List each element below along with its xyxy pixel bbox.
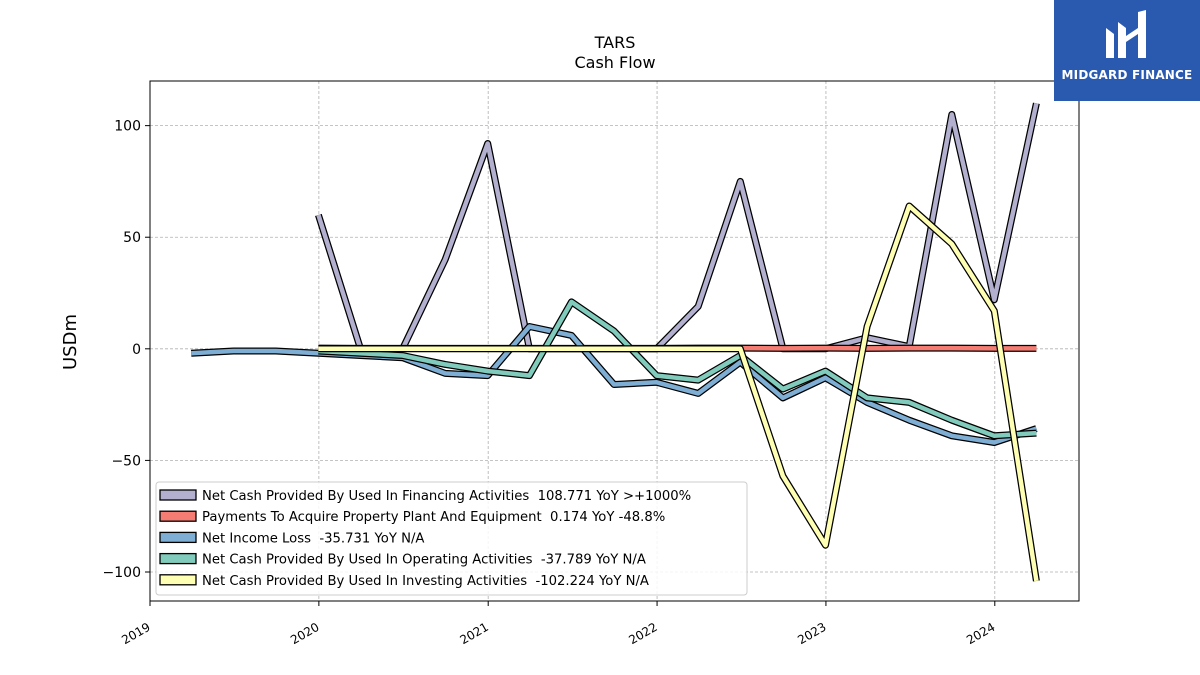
series-line-4 <box>318 298 1037 440</box>
series-stroke <box>316 102 1039 352</box>
legend-swatch <box>159 531 197 544</box>
y-axis: 100 50 0 −50 −100 <box>103 119 150 581</box>
series-line-1 <box>315 102 1040 353</box>
legend-label: Net Cash Provided By Used In Financing A… <box>202 489 691 504</box>
x-axis: 2019 2020 2021 2022 2023 2024 <box>119 601 998 647</box>
legend-label: Net Cash Provided By Used In Operating A… <box>202 553 646 568</box>
y-tick-label: 0 <box>132 342 141 358</box>
y-tick-label: 50 <box>123 230 141 246</box>
y-axis-label: USDm <box>60 314 81 370</box>
chart-title: TARS <box>594 33 636 52</box>
y-tick-label: 100 <box>114 119 141 135</box>
legend-swatch <box>159 552 197 565</box>
x-tick-label: 2021 <box>457 620 490 647</box>
x-tick-label: 2019 <box>119 620 152 647</box>
series-stroke <box>318 203 1039 582</box>
legend-label: Net Income Loss -35.731 YoY N/A <box>202 531 424 546</box>
series-line-5 <box>318 202 1040 582</box>
legend-swatch <box>159 574 197 586</box>
legend-box <box>155 481 748 596</box>
legend-swatch <box>159 489 197 501</box>
legend-swatch <box>159 510 197 522</box>
legend: Net Cash Provided By Used In Financing A… <box>155 481 748 596</box>
x-tick-label: 2024 <box>964 620 997 647</box>
y-tick-label: −100 <box>103 565 141 581</box>
legend-label: Net Cash Provided By Used In Investing A… <box>202 574 649 589</box>
x-tick-label: 2022 <box>626 620 659 647</box>
y-tick-label: −50 <box>111 453 141 469</box>
logo-text: MIDGARD FINANCE <box>1061 68 1193 82</box>
series-lines <box>191 102 1040 582</box>
plot-frame <box>149 80 1080 602</box>
chart-subtitle: Cash Flow <box>574 53 655 72</box>
x-tick-label: 2023 <box>795 620 828 647</box>
x-tick-label: 2020 <box>288 620 321 647</box>
logo-mark-icon <box>1106 10 1146 58</box>
midgard-finance-logo: MIDGARD FINANCE <box>1054 0 1200 101</box>
legend-label: Payments To Acquire Property Plant And E… <box>202 510 665 525</box>
series-stroke <box>318 299 1037 439</box>
